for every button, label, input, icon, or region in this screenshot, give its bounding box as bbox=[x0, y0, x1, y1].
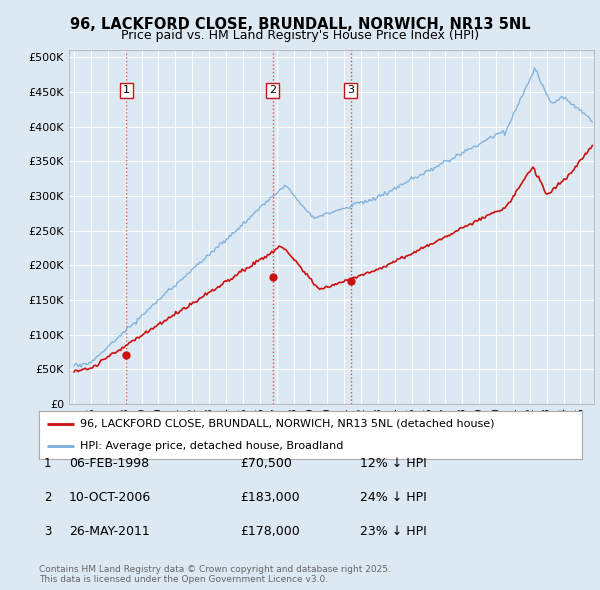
Text: 12% ↓ HPI: 12% ↓ HPI bbox=[360, 457, 427, 470]
Text: 06-FEB-1998: 06-FEB-1998 bbox=[69, 457, 149, 470]
Text: 23% ↓ HPI: 23% ↓ HPI bbox=[360, 525, 427, 538]
Text: 26-MAY-2011: 26-MAY-2011 bbox=[69, 525, 150, 538]
Text: 1: 1 bbox=[44, 457, 51, 470]
Text: 24% ↓ HPI: 24% ↓ HPI bbox=[360, 491, 427, 504]
Text: 3: 3 bbox=[347, 86, 354, 96]
Text: £70,500: £70,500 bbox=[240, 457, 292, 470]
Text: 3: 3 bbox=[44, 525, 51, 538]
Text: 1: 1 bbox=[123, 86, 130, 96]
Text: 2: 2 bbox=[44, 491, 51, 504]
Text: £183,000: £183,000 bbox=[240, 491, 299, 504]
Text: Price paid vs. HM Land Registry's House Price Index (HPI): Price paid vs. HM Land Registry's House … bbox=[121, 29, 479, 42]
Text: 96, LACKFORD CLOSE, BRUNDALL, NORWICH, NR13 5NL (detached house): 96, LACKFORD CLOSE, BRUNDALL, NORWICH, N… bbox=[80, 419, 494, 429]
Text: 2: 2 bbox=[269, 86, 277, 96]
Text: Contains HM Land Registry data © Crown copyright and database right 2025.
This d: Contains HM Land Registry data © Crown c… bbox=[39, 565, 391, 584]
Text: 10-OCT-2006: 10-OCT-2006 bbox=[69, 491, 151, 504]
Text: 96, LACKFORD CLOSE, BRUNDALL, NORWICH, NR13 5NL: 96, LACKFORD CLOSE, BRUNDALL, NORWICH, N… bbox=[70, 17, 530, 31]
Text: £178,000: £178,000 bbox=[240, 525, 300, 538]
Text: HPI: Average price, detached house, Broadland: HPI: Average price, detached house, Broa… bbox=[80, 441, 343, 451]
